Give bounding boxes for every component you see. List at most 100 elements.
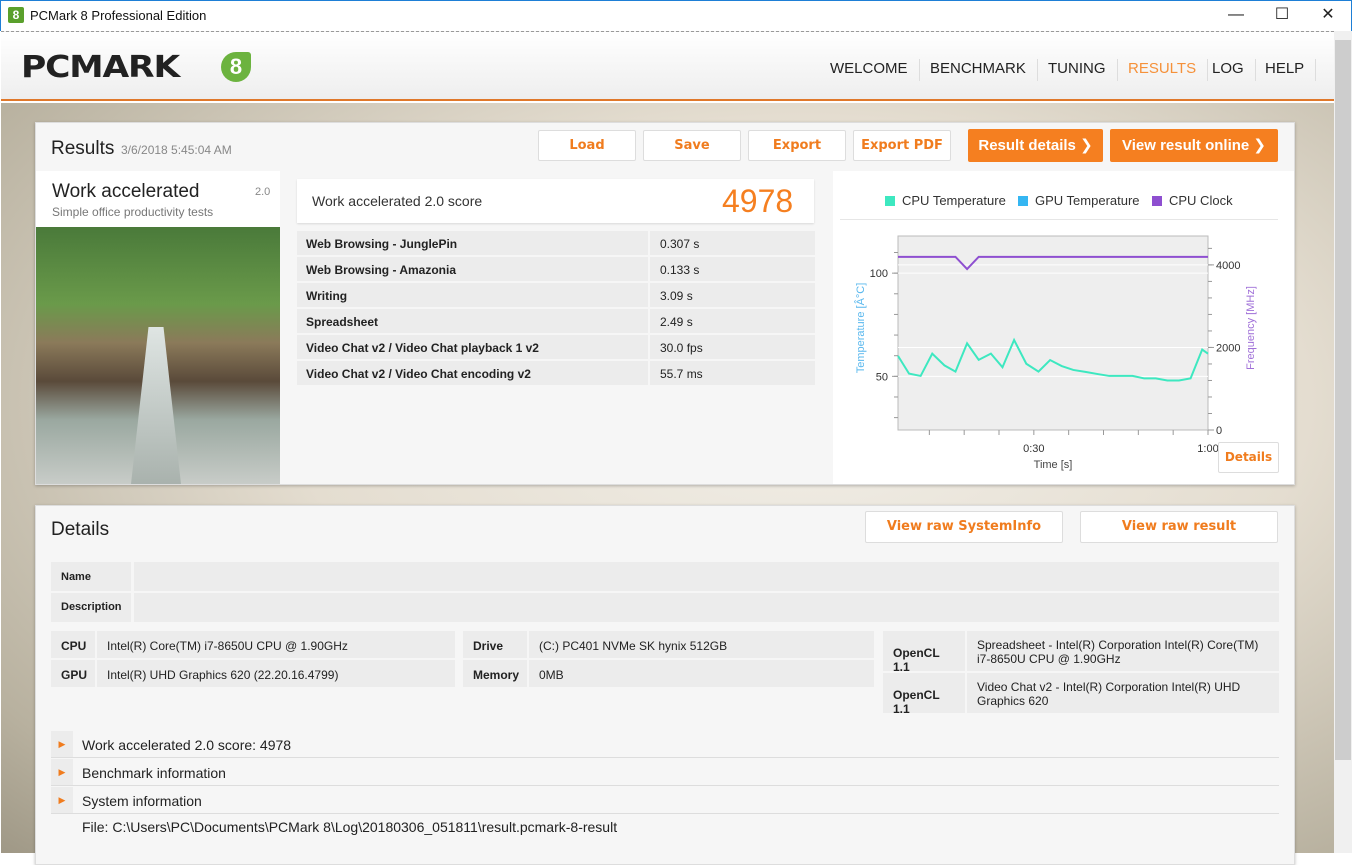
- drive-label: Drive: [463, 631, 527, 658]
- test-value: 3.09 s: [650, 283, 815, 307]
- pcmark-8-icon: 8: [8, 7, 24, 23]
- test-name: Writing: [297, 283, 648, 307]
- triangle-right-icon: ▶: [51, 759, 73, 785]
- y2-tick-label: 4000: [1216, 260, 1240, 272]
- opencl-label: OpenCL 1.1: [883, 631, 965, 674]
- export-button[interactable]: Export: [748, 130, 846, 161]
- scrollbar-thumb[interactable]: [1335, 40, 1351, 760]
- test-name: Spreadsheet: [297, 309, 648, 333]
- benchmark-subtitle: Simple office productivity tests: [52, 205, 214, 219]
- result-file-path: File: C:\Users\PC\Documents\PCMark 8\Log…: [82, 819, 618, 835]
- nav-welcome[interactable]: WELCOME: [819, 59, 920, 81]
- triangle-right-icon: ▶: [51, 731, 73, 757]
- expander-label: System information: [82, 793, 202, 809]
- opencl-value: Video Chat v2 - Intel(R) Corporation Int…: [967, 673, 1279, 713]
- gpu-label: GPU: [51, 660, 95, 687]
- name-value: [134, 562, 1279, 591]
- test-name: Web Browsing - JunglePin: [297, 231, 648, 255]
- test-row: Video Chat v2 / Video Chat playback 1 v2…: [297, 335, 815, 359]
- pcmark-logo: PCMARK: [21, 50, 180, 85]
- maximize-button[interactable]: ☐: [1274, 6, 1290, 23]
- test-row: Web Browsing - Amazonia 0.133 s: [297, 257, 815, 281]
- opencl-label: OpenCL 1.1: [883, 673, 965, 716]
- legend-swatch: [1152, 196, 1162, 206]
- triangle-right-icon: ▶: [51, 787, 73, 813]
- benchmark-image: [36, 227, 280, 484]
- y-tick-label: 100: [870, 268, 888, 280]
- legend-label: GPU Temperature: [1035, 193, 1140, 208]
- y2-axis-label: Frequency [MHz]: [1245, 286, 1257, 370]
- legend-label: CPU Clock: [1169, 193, 1233, 208]
- legend-gpu-temperature: GPU Temperature: [1018, 193, 1140, 208]
- legend-cpu-temperature: CPU Temperature: [885, 193, 1006, 208]
- benchmark-name: Work accelerated: [52, 181, 200, 202]
- name-label: Name: [51, 562, 131, 591]
- expander-label: Work accelerated 2.0 score: 4978: [82, 737, 292, 753]
- chart-details-button[interactable]: Details: [1218, 442, 1279, 473]
- legend-label: CPU Temperature: [902, 193, 1006, 208]
- benchmark-version: 2.0: [255, 186, 271, 198]
- legend-cpu-clock: CPU Clock: [1152, 193, 1233, 208]
- y-axis-label: Temperature [Â°C]: [854, 283, 867, 374]
- minimize-button[interactable]: —: [1228, 6, 1244, 23]
- test-name: Web Browsing - Amazonia: [297, 257, 648, 281]
- test-value: 0.133 s: [650, 257, 815, 281]
- pcmark-8-leaf-logo: 8: [221, 52, 251, 82]
- score-box: [297, 179, 814, 223]
- cpu-value: Intel(R) Core(TM) i7-8650U CPU @ 1.90GHz: [97, 631, 455, 658]
- export-pdf-button[interactable]: Export PDF: [853, 130, 951, 161]
- results-title: Results: [51, 138, 115, 159]
- gpu-value: Intel(R) UHD Graphics 620 (22.20.16.4799…: [97, 660, 455, 687]
- save-button[interactable]: Save: [643, 130, 741, 161]
- title-bar: [0, 0, 1352, 31]
- test-row: Web Browsing - JunglePin 0.307 s: [297, 231, 815, 255]
- y2-tick-label: 0: [1216, 425, 1222, 437]
- expander-label: Benchmark information: [82, 765, 226, 781]
- test-value: 30.0 fps: [650, 335, 815, 359]
- legend-swatch: [885, 196, 895, 206]
- expander-benchmark-information[interactable]: ▶ Benchmark information: [51, 759, 1279, 786]
- x-axis-label: Time [s]: [1034, 459, 1073, 471]
- x-tick-label: 0:30: [1023, 443, 1044, 455]
- test-value: 55.7 ms: [650, 361, 815, 385]
- chevron-right-icon: ❯: [1253, 137, 1266, 154]
- chevron-right-icon: ❯: [1080, 137, 1093, 154]
- view-raw-result-button[interactable]: View raw result: [1080, 511, 1278, 543]
- load-button[interactable]: Load: [538, 130, 636, 161]
- window-title: PCMark 8 Professional Edition: [30, 8, 207, 23]
- memory-value: 0MB: [529, 660, 874, 687]
- details-title: Details: [51, 519, 110, 540]
- y2-tick-label: 2000: [1216, 342, 1240, 354]
- nav-results[interactable]: RESULTS: [1117, 59, 1209, 81]
- opencl-value: Spreadsheet - Intel(R) Corporation Intel…: [967, 631, 1279, 671]
- nav-log[interactable]: LOG: [1201, 59, 1256, 81]
- series-line-cpu-temperature: [897, 337, 1209, 382]
- test-name: Video Chat v2 / Video Chat playback 1 v2: [297, 335, 648, 359]
- nav-benchmark[interactable]: BENCHMARK: [919, 59, 1038, 81]
- result-details-button[interactable]: Result details ❯: [968, 129, 1103, 162]
- results-date: 3/6/2018 5:45:04 AM: [121, 143, 232, 157]
- test-row: Video Chat v2 / Video Chat encoding v2 55…: [297, 361, 815, 385]
- view-result-online-button[interactable]: View result online ❯: [1110, 129, 1278, 162]
- close-button[interactable]: ✕: [1321, 6, 1335, 23]
- memory-label: Memory: [463, 660, 527, 687]
- drive-value: (C:) PC401 NVMe SK hynix 512GB: [529, 631, 874, 658]
- nav-help[interactable]: HELP: [1254, 59, 1317, 81]
- score-value: 4978: [722, 183, 794, 219]
- test-name: Video Chat v2 / Video Chat encoding v2: [297, 361, 648, 385]
- legend-divider: [840, 219, 1278, 220]
- view-raw-systeminfo-button[interactable]: View raw SystemInfo: [865, 511, 1063, 543]
- nav-tuning[interactable]: TUNING: [1037, 59, 1118, 81]
- test-value: 2.49 s: [650, 309, 815, 333]
- expander-score[interactable]: ▶ Work accelerated 2.0 score: 4978: [51, 731, 1279, 758]
- x-tick-label: 1:00: [1197, 443, 1218, 455]
- cpu-label: CPU: [51, 631, 95, 658]
- expander-system-information[interactable]: ▶ System information: [51, 787, 1279, 814]
- app-header: PCMARK 8 WELCOME BENCHMARK TUNING RESULT…: [1, 31, 1334, 101]
- description-label: Description: [51, 593, 131, 622]
- view-online-label: View result online: [1121, 137, 1250, 154]
- test-row: Spreadsheet 2.49 s: [297, 309, 815, 333]
- result-details-label: Result details: [978, 137, 1076, 154]
- plot-area: [897, 235, 1209, 431]
